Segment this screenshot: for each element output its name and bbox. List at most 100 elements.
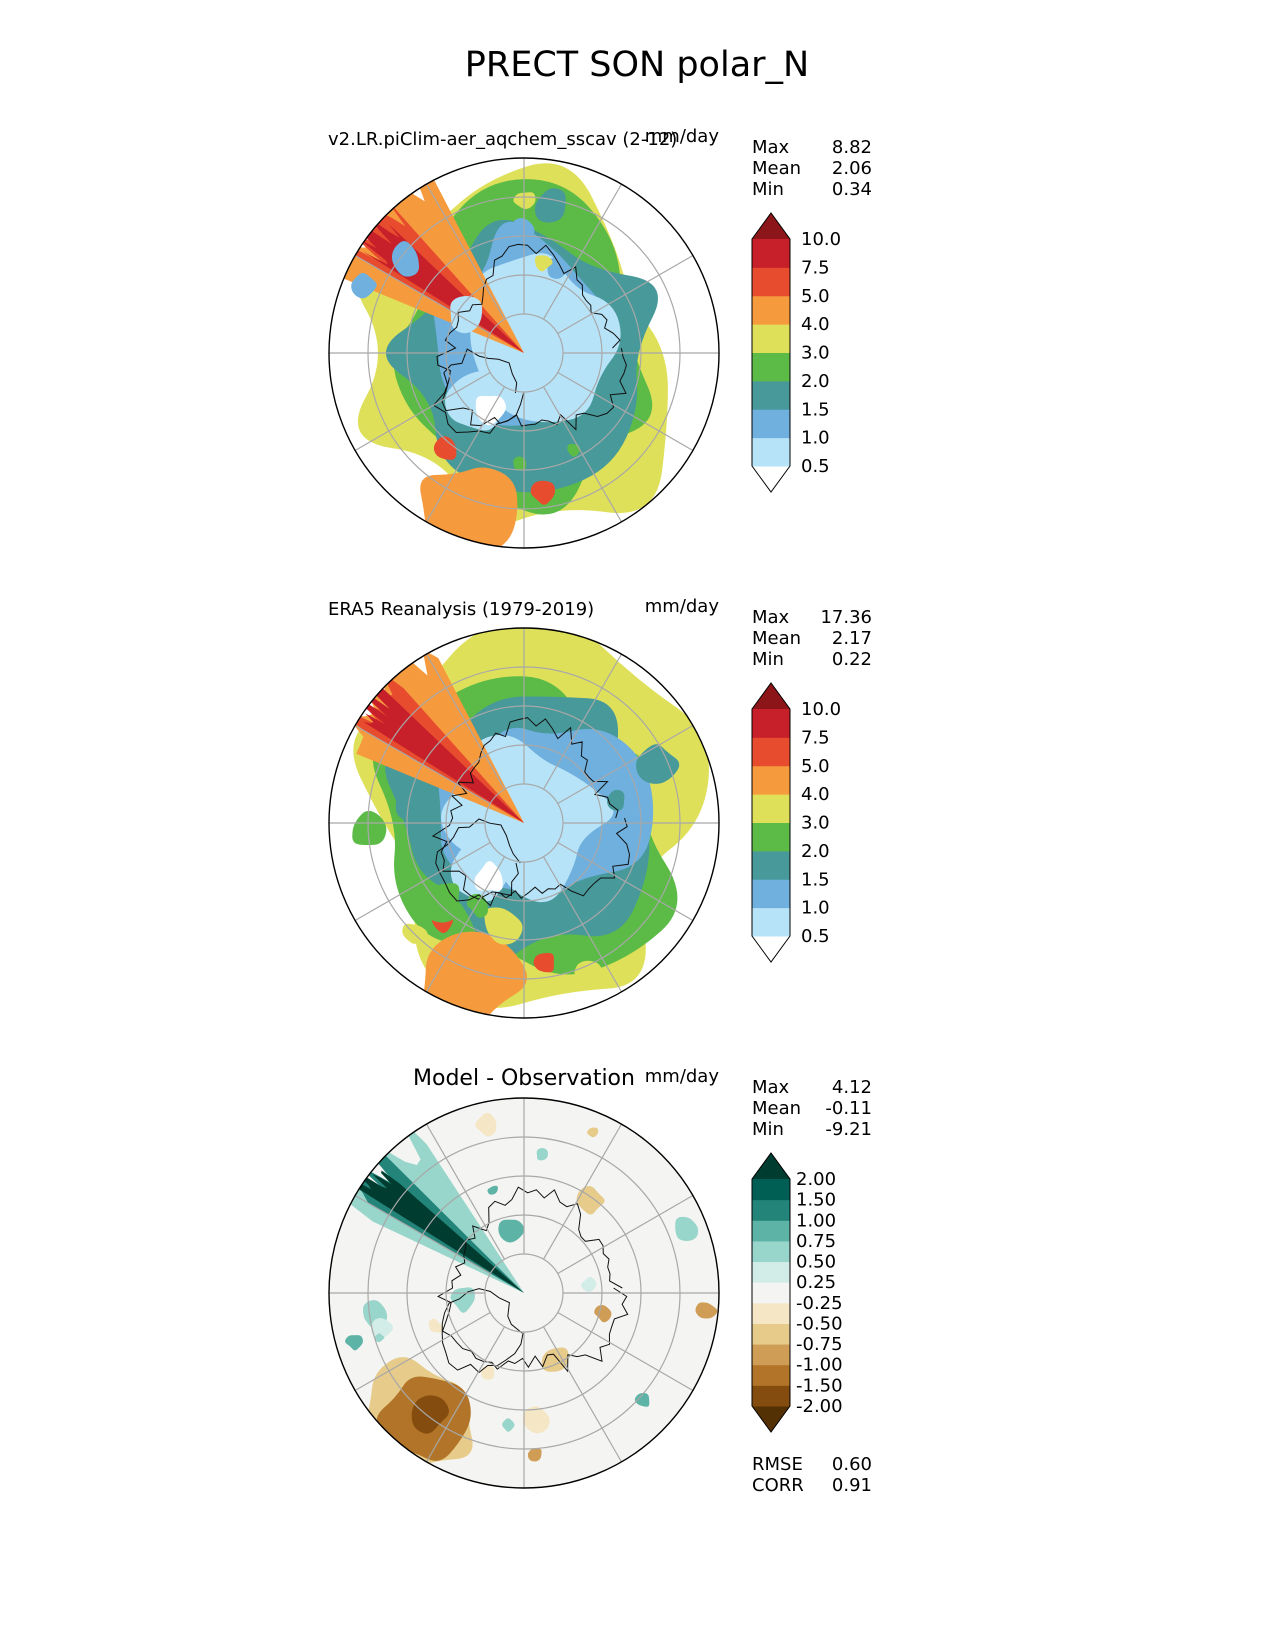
meridian-line [425,653,506,790]
colorbar-tick-label: 7.5 [801,727,830,748]
panel-1: v2.LR.piClim-aer_aqchem_sscav (2-12)mm/d… [328,126,872,549]
stat-value: 4.12 [832,1077,872,1098]
precip-region [352,810,387,846]
colorbar-tick-label: 1.00 [796,1210,836,1231]
colorbar-segment [752,850,790,880]
diff-region [587,1127,599,1138]
colorbar: 0.5 1.0 1.5 2.0 3.0 4.0 5.0 7.5 10.0 [751,212,841,493]
stat-label: Mean [752,628,801,649]
precip-region [474,861,503,891]
diff-region [348,1170,524,1293]
colorbar-segment [752,709,790,738]
colorbar-segment [752,765,790,795]
figure-title: PRECT SON polar_N [465,45,809,85]
colorbar-segment [752,295,790,325]
stat-label: Max [752,137,790,158]
stat-value: 0.34 [832,179,872,200]
meridian-line [354,1194,491,1275]
colorbar-segment [752,879,790,909]
colorbar-tick-label: 1.5 [801,869,830,890]
colorbar-tick-label: 0.75 [796,1231,836,1252]
diff-region [581,1276,597,1292]
stat-value: -9.21 [825,1119,872,1140]
lat-lon-grid [329,1098,719,1488]
units-label: mm/day [645,1066,720,1087]
metric-value: 0.60 [832,1454,872,1475]
colorbar-tick-label: -0.75 [796,1334,843,1355]
meridian-line [542,653,623,790]
stat-label: Min [752,179,784,200]
stat-label: Min [752,649,784,670]
stat-label: Mean [752,158,801,179]
panel-title: Model - Observation [413,1066,635,1091]
precip-region [351,272,377,299]
colorbar-extend-min [752,936,790,962]
colorbar-tick-label: 2.00 [796,1169,836,1190]
stat-label: Mean [752,1098,801,1119]
diff-region [428,1318,443,1333]
meridian-line [354,371,491,452]
metric-label: RMSE [752,1454,803,1475]
lat-lon-grid [329,158,719,548]
colorbar-segment [752,1240,790,1263]
stat-value: 2.17 [832,628,872,649]
colorbar-segment [752,1179,790,1201]
colorbar-tick-label: 2.0 [801,371,830,392]
colorbar-segment [752,822,790,852]
colorbar-outline [751,682,791,963]
colorbar-tick-label: 3.0 [801,813,830,834]
precip-region [433,436,457,460]
meridian-line [425,1326,506,1463]
colorbar-segment [752,1364,790,1386]
colorbar-extend-max [752,683,790,709]
colorbar-segment [752,907,790,937]
diff-region [345,1335,363,1351]
meridian-line [542,1123,623,1260]
coastline-greenland [435,818,521,907]
colorbar-tick-label: 0.5 [801,926,830,947]
meridian-line [557,371,694,452]
diff-region [475,1112,497,1137]
colorbar-tick-label: 1.0 [801,428,830,449]
meridian-line [542,1326,623,1463]
coastline-greenland [441,1288,524,1374]
diff-region [536,1148,548,1161]
precip-region [530,480,556,505]
panel-title: v2.LR.piClim-aer_aqchem_sscav (2-12) [328,129,677,150]
stat-value: 0.22 [832,649,872,670]
precip-region [349,675,524,823]
colorbar-segment [752,409,790,439]
colorbar-segment [752,380,790,410]
diff-region [522,1406,550,1434]
precip-region [391,241,420,277]
colorbar-segment [752,1282,790,1304]
polar-map [329,628,719,1018]
meridian-line [425,183,506,320]
map-border [328,627,720,1019]
panels-group: v2.LR.piClim-aer_aqchem_sscav (2-12) mm/d… [328,126,872,1496]
diff-region [594,1304,612,1323]
diff-region [576,1185,605,1215]
meridian-line [425,386,506,523]
precip-region [636,744,680,784]
diff-region [541,1347,569,1372]
diff-region [502,1418,515,1432]
colorbar-tick-label: -1.00 [796,1355,843,1376]
colorbar-tick-label: 4.0 [801,314,830,335]
diff-region [371,1318,393,1339]
precip-region [574,960,603,986]
colorbar-outline [751,1152,791,1433]
precip-region [534,255,553,272]
colorbar-segment [752,1302,790,1324]
colorbar-segment [752,1220,790,1242]
stat-value: -0.11 [825,1098,872,1119]
colorbar-tick-label: 1.50 [796,1190,836,1211]
colorbar-segment [752,1199,790,1221]
metric-value: 0.91 [832,1475,872,1496]
colorbar-segment [752,1385,790,1407]
polar-map [329,158,719,548]
colorbar-tick-label: -0.50 [796,1313,843,1334]
colorbar-tick-label: 10.0 [801,699,841,720]
meridian-line [354,841,491,922]
